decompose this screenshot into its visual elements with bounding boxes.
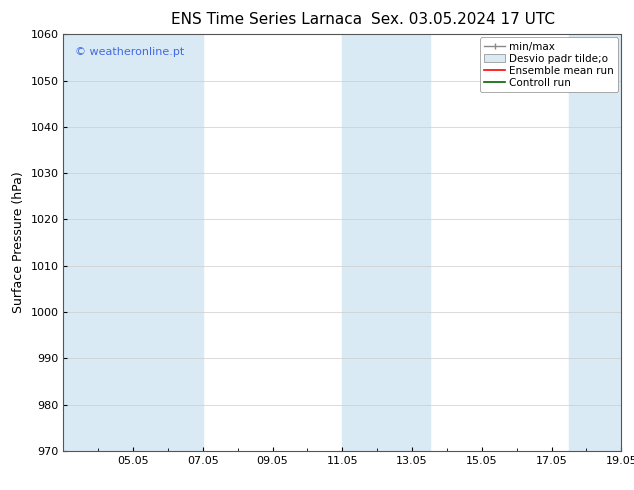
Text: © weatheronline.pt: © weatheronline.pt [75,47,184,57]
Legend: min/max, Desvio padr tilde;o, Ensemble mean run, Controll run: min/max, Desvio padr tilde;o, Ensemble m… [480,37,618,92]
Bar [342,34,377,451]
Bar [377,34,429,451]
Bar [151,34,203,451]
Y-axis label: Surface Pressure (hPa): Surface Pressure (hPa) [12,172,25,314]
Text: ENS Time Series Larnaca: ENS Time Series Larnaca [171,12,362,27]
Bar [63,34,150,451]
Bar [569,34,621,451]
Text: Sex. 03.05.2024 17 UTC: Sex. 03.05.2024 17 UTC [371,12,555,27]
